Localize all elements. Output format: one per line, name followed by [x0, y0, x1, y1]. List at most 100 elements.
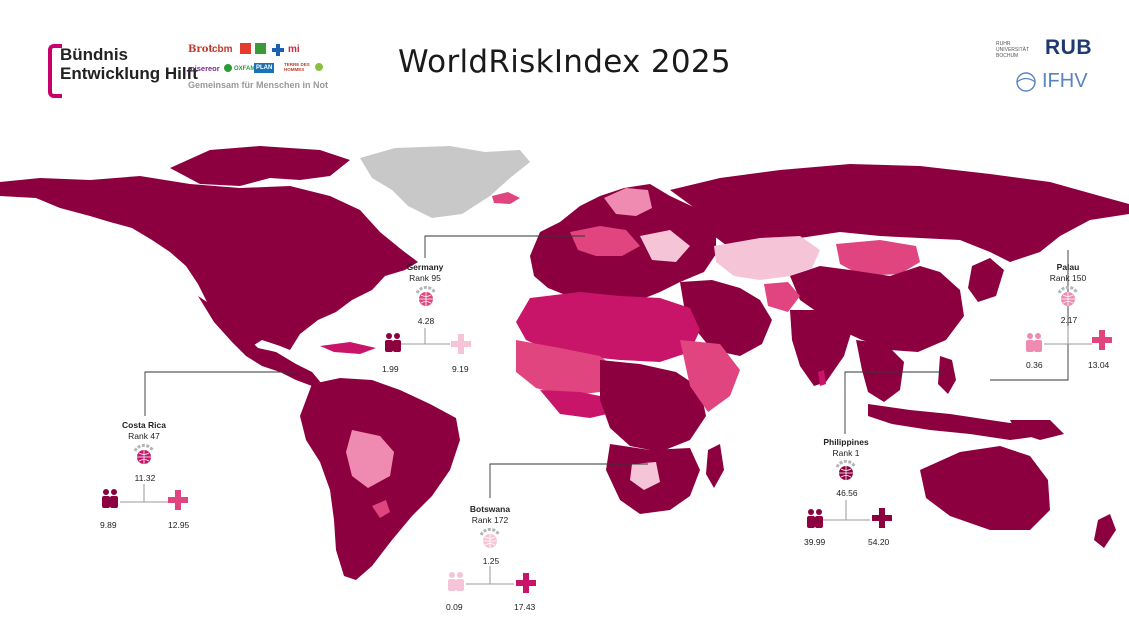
costa-rica-annotation: Costa Rica Rank 47: [104, 420, 184, 442]
connector-philippines: [844, 371, 944, 434]
germany-medical-cross-icon: [451, 334, 471, 354]
philippines-rank: Rank 1: [832, 448, 860, 458]
palau-vulnerability-value: 13.04: [1088, 360, 1110, 370]
alliance-tagline: Gemeinsam für Menschen in Not: [188, 80, 329, 90]
land-new-zealand: [1094, 514, 1116, 548]
germany-people-exposure-icon: [385, 333, 401, 352]
palau-exposure-value: 0.36: [1026, 360, 1043, 370]
land-indonesia: [868, 404, 1040, 440]
costa-rica-exposure-value: 9.89: [100, 520, 117, 530]
connector-germany: [424, 235, 585, 258]
costa-rica-name: Costa Rica: [122, 420, 166, 430]
alliance-logo: Bündnis Entwicklung Hilft: [60, 45, 198, 83]
palau-risk-value: 2.17: [1060, 315, 1078, 325]
land-north-africa: [516, 292, 700, 362]
botswana-annotation: Botswana Rank 172: [450, 504, 530, 526]
uni-line2: UNIVERSITÄT: [996, 47, 1030, 53]
land-west-africa-coast: [540, 390, 616, 418]
land-greenland: [360, 146, 530, 218]
germany-name: Germany: [406, 262, 444, 272]
land-eastern-europe: [640, 230, 690, 262]
botswana-vulnerability-value: 17.43: [514, 602, 536, 612]
land-uruguay: [372, 500, 390, 518]
partner-logo-cbm: cbm: [212, 44, 233, 55]
land-north-america: [0, 176, 418, 350]
land-madagascar: [706, 444, 724, 488]
land-sri-lanka: [818, 370, 826, 386]
costa-rica-people-exposure-icon: [102, 489, 118, 508]
germany-vulnerability-value: 9.19: [452, 364, 469, 374]
alliance-name-line2: Entwicklung Hilft: [60, 64, 198, 83]
partner-logo-red-square: [240, 43, 251, 54]
partner-logo-welthungerhilfe-icon: [315, 63, 323, 71]
philippines-medical-cross-icon: [872, 508, 892, 528]
partner-logo-brot: Brot: [188, 44, 214, 55]
connector-botswana: [489, 463, 648, 498]
land-philippines: [938, 356, 956, 394]
botswana-medical-cross-icon: [516, 573, 536, 593]
land-mongolia: [836, 240, 920, 276]
palau-medical-cross-icon: [1092, 330, 1112, 350]
philippines-name: Philippines: [823, 437, 869, 447]
costa-rica-branch: [120, 484, 168, 503]
philippines-annotation: Philippines Rank 1: [806, 437, 886, 459]
costa-rica-vulnerability-value: 12.95: [168, 520, 190, 530]
philippines-branch: [822, 500, 870, 521]
philippines-globe-risk-icon: [835, 459, 857, 480]
land-middle-east: [680, 280, 772, 356]
land-arctic-canada: [170, 146, 350, 186]
land-papua: [1010, 420, 1064, 440]
palau-people-exposure-icon: [1026, 333, 1042, 352]
palau-branch: [1044, 326, 1092, 345]
land-korea-japan: [968, 258, 1004, 302]
germany-exposure-value: 1.99: [382, 364, 399, 374]
connector-costa-rica: [144, 371, 295, 416]
land-kazakhstan: [714, 236, 820, 280]
land-australia: [920, 446, 1050, 530]
ifhv-logo: IFHV: [1042, 70, 1088, 92]
land-central-america: [198, 296, 322, 386]
germany-annotation: Germany Rank 95: [385, 262, 465, 284]
botswana-rank: Rank 172: [471, 515, 509, 525]
costa-rica-medical-cross-icon: [168, 490, 188, 510]
land-central-europe: [570, 226, 640, 256]
costa-rica-risk-value: 11.32: [134, 473, 156, 483]
land-china: [790, 266, 964, 352]
land-central-africa: [600, 360, 706, 452]
germany-globe-risk-icon: [415, 285, 437, 306]
palau-annotation: Palau Rank 150: [1028, 262, 1108, 284]
land-southeast-asia: [856, 340, 904, 402]
partner-logo-oxfam: OXFAM: [234, 66, 256, 72]
germany-rank: Rank 95: [409, 273, 441, 283]
costa-rica-rank: Rank 47: [128, 431, 160, 441]
philippines-risk-value: 46.56: [836, 488, 858, 498]
land-iceland: [492, 192, 520, 204]
land-scandinavia-north: [604, 188, 652, 216]
land-sahel: [516, 340, 620, 396]
botswana-risk-value: 1.25: [482, 556, 500, 566]
land-east-africa: [680, 340, 740, 412]
partner-logo-cross: [272, 43, 284, 56]
germany-branch: [400, 328, 450, 345]
ifhv-globe-icon: [1012, 71, 1040, 98]
land-caribbean: [320, 342, 376, 354]
costa-rica-globe-risk-icon: [133, 443, 155, 464]
land-brazil-mid: [346, 430, 394, 488]
partner-logo-terre-des-hommes: TERRE DES HOMMES: [284, 62, 310, 72]
botswana-people-exposure-icon: [448, 572, 464, 591]
palau-rank: Rank 150: [1049, 273, 1087, 283]
botswana-exposure-value: 0.09: [446, 602, 463, 612]
page-title: WorldRiskIndex 2025: [398, 44, 731, 80]
alliance-name-line1: Bündnis: [60, 45, 128, 64]
partner-logo-misereor: misereor: [188, 64, 220, 73]
land-afghanistan: [764, 282, 800, 312]
uni-line3: BOCHUM: [996, 53, 1019, 59]
uni-line1: RUHR: [996, 41, 1011, 47]
uni-name: RUHR UNIVERSITÄT BOCHUM: [996, 41, 1029, 59]
partner-logo-mi: mi: [288, 44, 300, 55]
partner-logo-green-square: [255, 43, 266, 54]
partner-logo-plan: PLAN: [254, 63, 275, 73]
palau-globe-risk-icon: [1057, 285, 1079, 306]
botswana-branch: [466, 566, 514, 585]
